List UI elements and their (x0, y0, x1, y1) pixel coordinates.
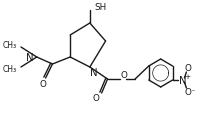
Text: O: O (121, 71, 128, 80)
Text: +: + (184, 73, 190, 79)
Text: N: N (26, 53, 34, 62)
Text: SH: SH (95, 3, 107, 12)
Text: N: N (179, 75, 186, 85)
Text: O: O (39, 80, 46, 89)
Text: N: N (90, 67, 98, 77)
Text: O⁻: O⁻ (185, 88, 196, 97)
Text: O: O (185, 64, 192, 73)
Text: O: O (92, 94, 99, 103)
Text: CH₃: CH₃ (3, 41, 17, 50)
Text: CH₃: CH₃ (3, 65, 17, 74)
